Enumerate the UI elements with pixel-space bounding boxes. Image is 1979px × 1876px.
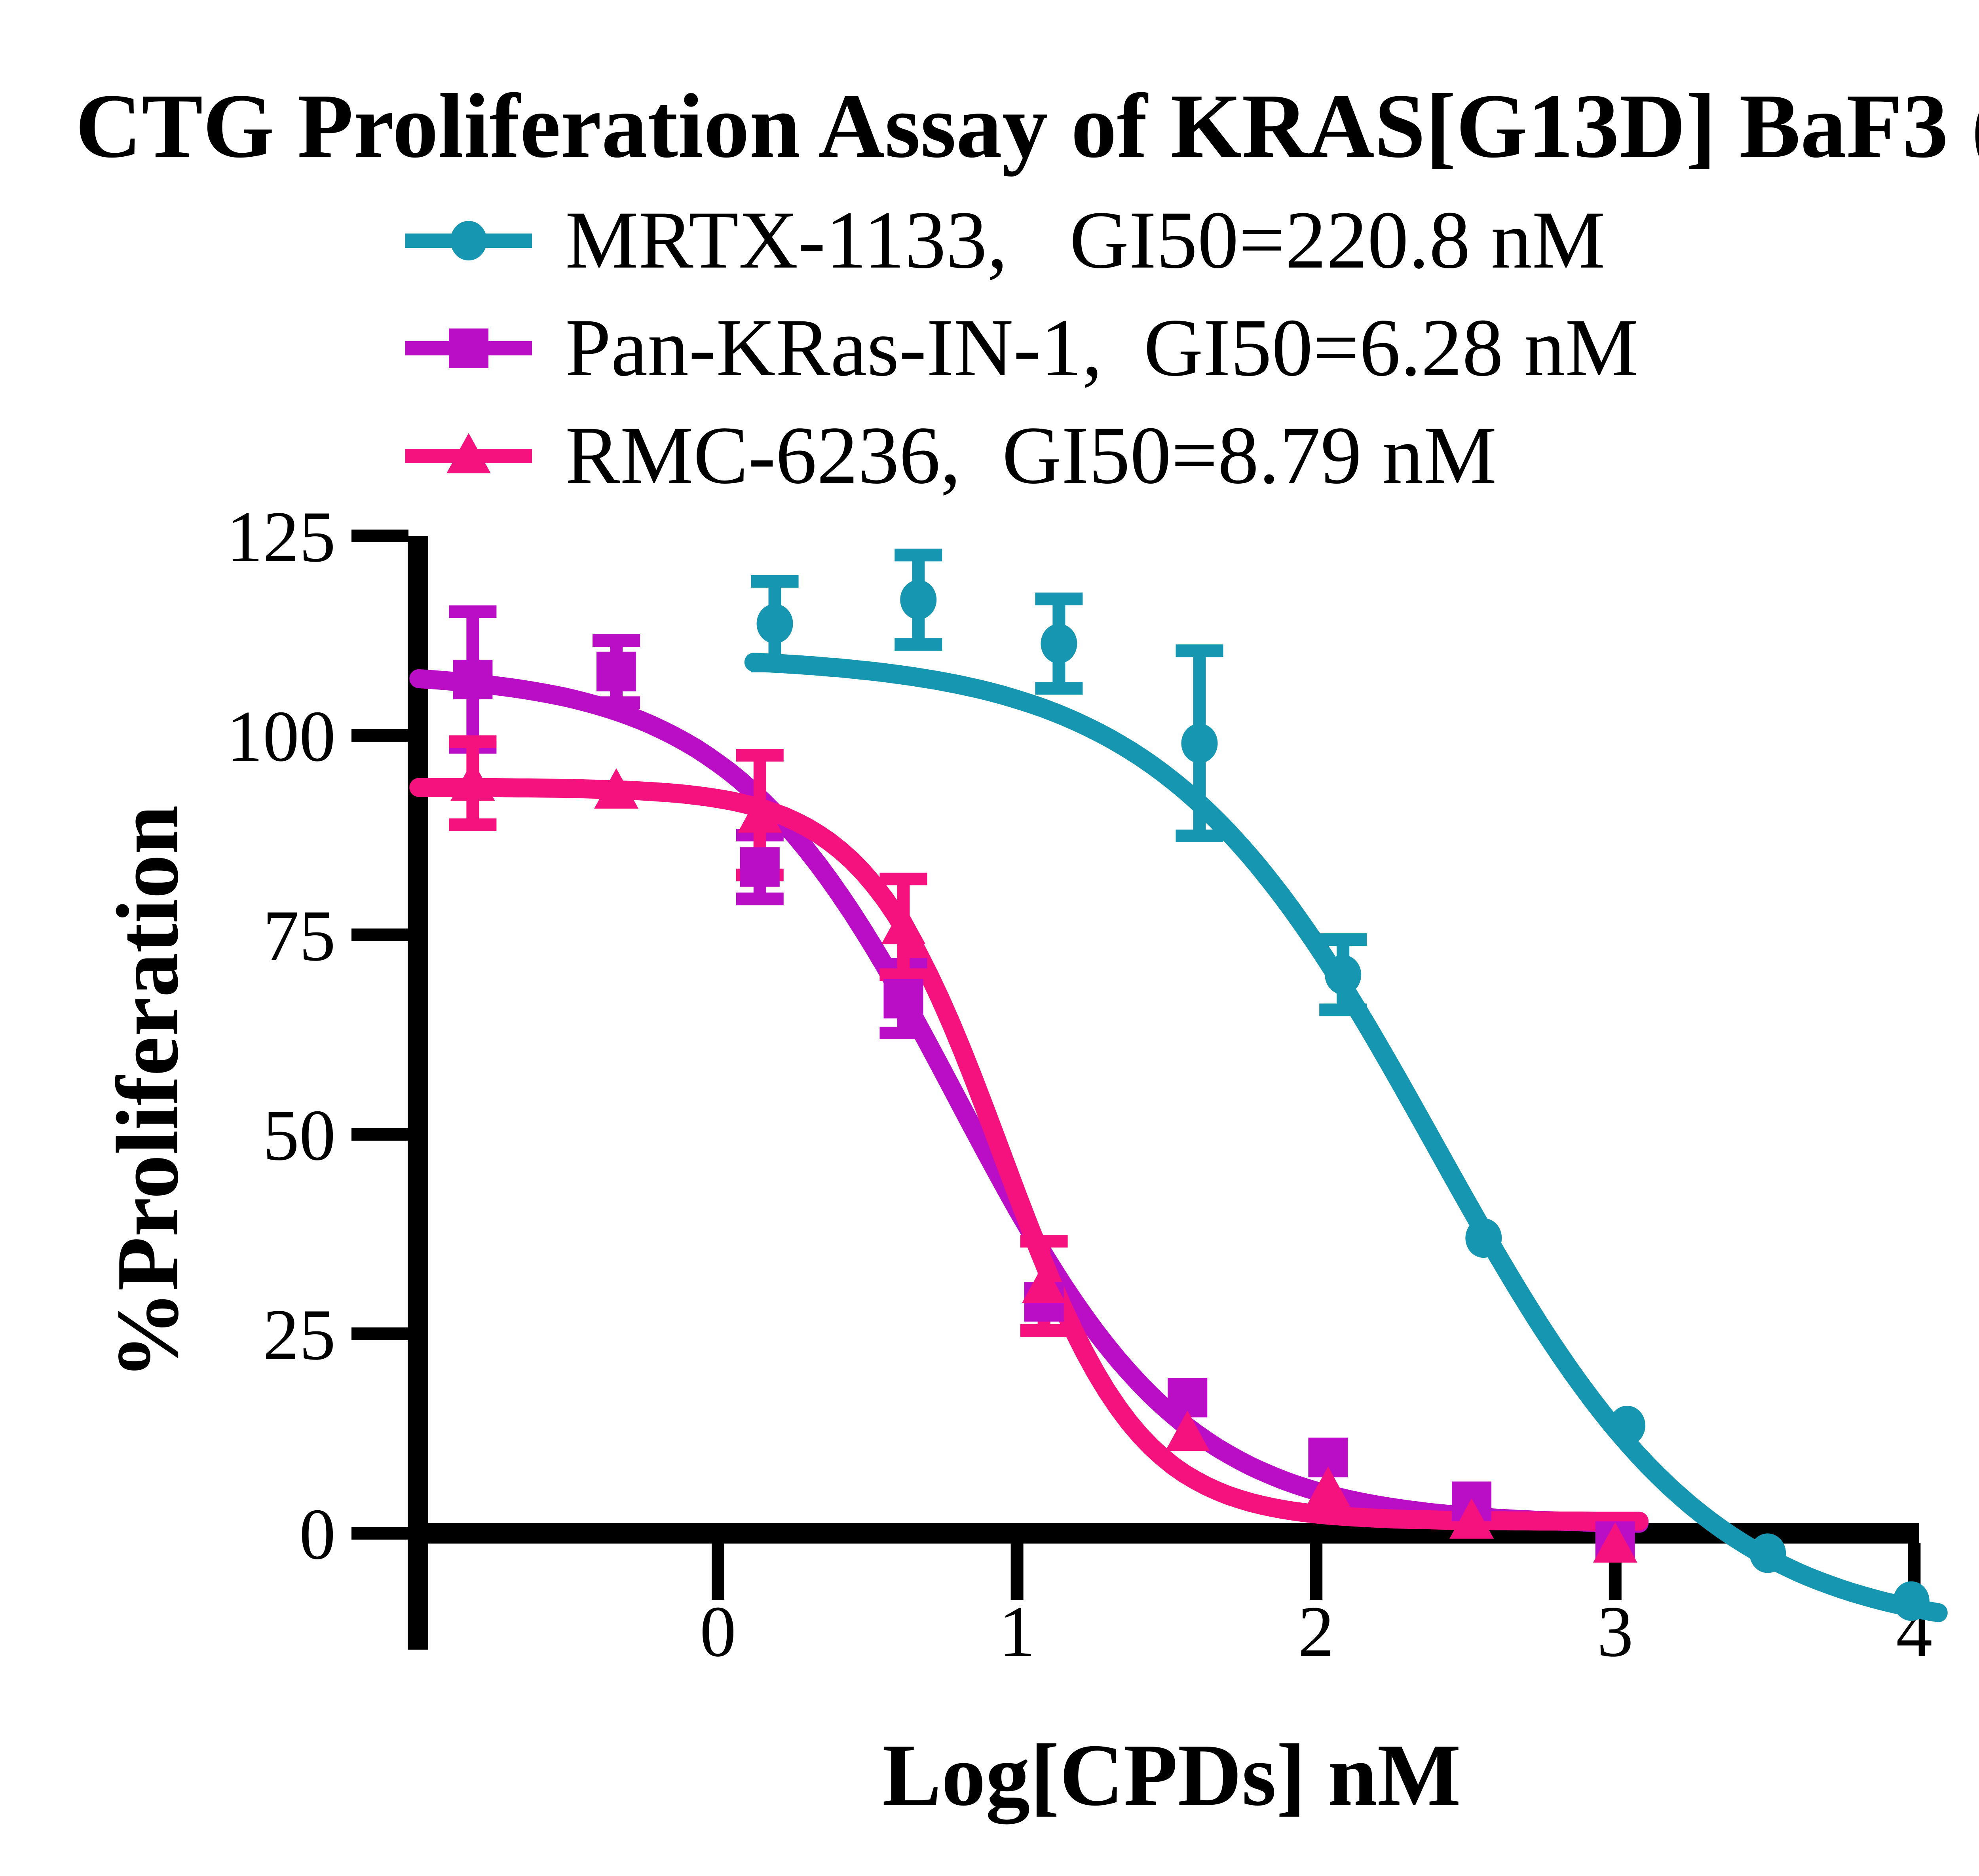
legend-label-rmc-6236: RMC-6236, GI50=8.79 nM xyxy=(565,410,1497,501)
MRTX-1133-point-7 xyxy=(1749,1533,1786,1573)
legend-label-pan-kras-in-1: Pan-KRas-IN-1, GI50=6.28 nM xyxy=(565,302,1638,393)
legend-marker xyxy=(446,433,491,473)
legend-label-mrtx-1133: MRTX-1133, GI50=220.8 nM xyxy=(565,194,1605,285)
legend: MRTX-1133, GI50=220.8 nM Pan-KRas-IN-1, … xyxy=(405,194,1638,501)
MRTX-1133-point-1 xyxy=(900,580,937,620)
legend-item-rmc-6236: RMC-6236, GI50=8.79 nM xyxy=(405,410,1497,501)
MRTX-1133-point-5 xyxy=(1465,1218,1502,1258)
series-points-RMC-6236 xyxy=(450,760,1637,1563)
Pan-KRas-IN-1-point-2 xyxy=(740,847,780,887)
y-tick-label-50: 50 xyxy=(263,1095,336,1175)
series-errorbars-MRTX-1133 xyxy=(751,549,1367,1016)
plot-area xyxy=(409,549,1948,1622)
RMC-6236-point-2 xyxy=(737,792,782,833)
square-marker-icon xyxy=(405,328,532,368)
legend-item-pan-kras-in-1: Pan-KRas-IN-1, GI50=6.28 nM xyxy=(405,302,1638,393)
y-tick-label-0: 0 xyxy=(299,1494,336,1574)
RMC-6236-point-1 xyxy=(594,768,639,809)
x-tick-label-0: 0 xyxy=(700,1591,736,1672)
legend-item-mrtx-1133: MRTX-1133, GI50=220.8 nM xyxy=(405,194,1605,285)
MRTX-1133-point-4 xyxy=(1325,955,1362,995)
MRTX-1133-point-6 xyxy=(1609,1405,1646,1445)
y-tick-label-75: 75 xyxy=(263,895,336,976)
y-tick-label-25: 25 xyxy=(263,1294,336,1375)
y-tick-label-100: 100 xyxy=(226,696,336,777)
legend-marker xyxy=(450,221,487,260)
Pan-KRas-IN-1-point-0 xyxy=(453,659,493,699)
Pan-KRas-IN-1-point-1 xyxy=(596,651,636,691)
MRTX-1133-point-3 xyxy=(1181,723,1218,763)
y-axis-title: %Proliferation xyxy=(99,805,197,1380)
RMC-6236-point-6 xyxy=(1306,1466,1350,1507)
MRTX-1133-point-0 xyxy=(756,604,793,644)
triangle-marker-icon xyxy=(405,433,532,473)
y-tick-label-125: 125 xyxy=(226,496,336,577)
x-tick-label-1: 1 xyxy=(999,1591,1035,1672)
RMC-6236-point-4 xyxy=(1022,1263,1066,1304)
x-tick-label-2: 2 xyxy=(1298,1591,1334,1672)
series-points-MRTX-1133 xyxy=(756,580,1930,1621)
RMC-6236-point-8 xyxy=(1593,1522,1637,1563)
MRTX-1133-point-8 xyxy=(1893,1581,1930,1621)
chart-title: CTG Proliferation Assay of KRAS[G13D] Ba… xyxy=(75,75,1979,177)
legend-marker xyxy=(449,328,488,368)
RMC-6236-point-3 xyxy=(881,904,926,944)
x-tick-label-3: 3 xyxy=(1597,1591,1633,1672)
RMC-6236-point-7 xyxy=(1449,1498,1494,1539)
Pan-KRas-IN-1-point-3 xyxy=(883,979,923,1019)
RMC-6236-point-0 xyxy=(450,760,495,801)
x-axis-title: Log[CPDs] nM xyxy=(882,1726,1461,1825)
MRTX-1133-point-2 xyxy=(1041,624,1077,664)
RMC-6236-fit-curve xyxy=(409,778,1649,1531)
series-curve-RMC-6236 xyxy=(409,778,1649,1531)
RMC-6236-point-5 xyxy=(1165,1411,1210,1451)
circle-marker-icon xyxy=(405,221,532,260)
